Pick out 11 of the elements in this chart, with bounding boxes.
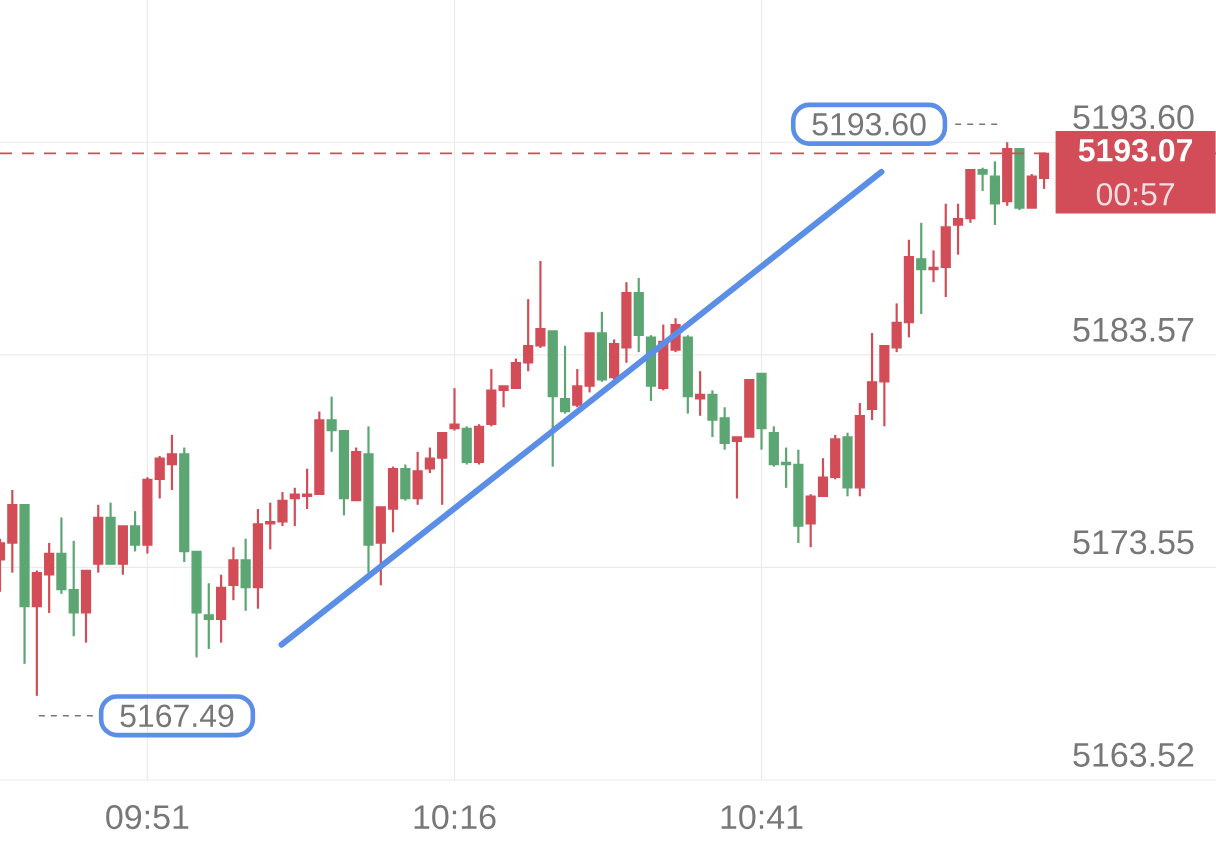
x-tick-label: 10:41	[721, 805, 803, 830]
x-tick-label: 09:51	[106, 805, 189, 830]
annotation: 5167.49	[120, 704, 234, 728]
y-tick-label: 5173.55	[1073, 530, 1194, 555]
ref-line-label: 5193.07	[1078, 138, 1192, 162]
y-tick-label: 5193.60	[1073, 105, 1194, 130]
x-tick-label: 10:16	[414, 805, 496, 830]
y-tick-label: 5183.57	[1073, 317, 1194, 342]
annotation: 5193.60	[812, 112, 926, 136]
y-tick-label: 5163.52	[1073, 742, 1194, 767]
annotation: 00:57	[1096, 182, 1175, 206]
